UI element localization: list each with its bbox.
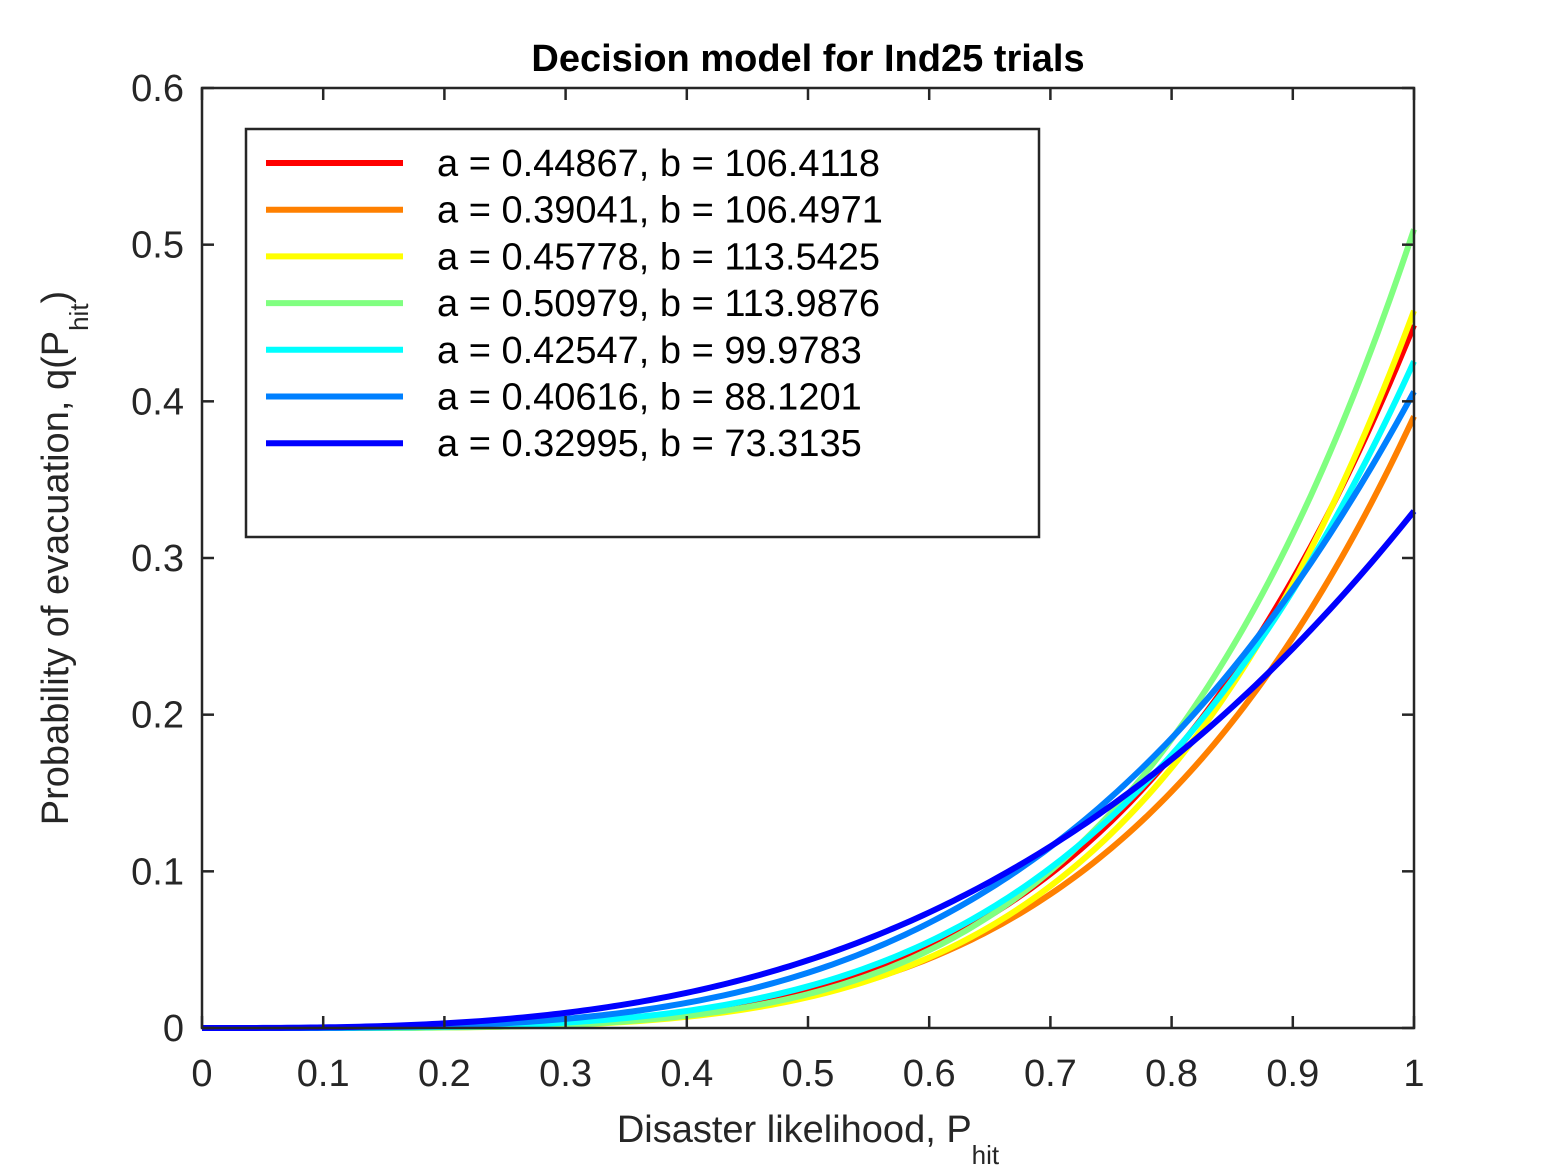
x-tick-label: 1 — [1403, 1053, 1424, 1095]
x-tick-label: 0.3 — [539, 1053, 592, 1095]
x-axis-label-subscript: hit — [972, 1140, 1000, 1170]
legend-label-3: a = 0.45778, b = 113.5425 — [437, 236, 880, 278]
y-axis-label: Probability of evacuation, q(Phit) — [35, 291, 94, 825]
y-axis-label-subscript: hit — [64, 303, 94, 331]
y-tick-label: 0.3 — [131, 538, 184, 580]
x-tick-label: 0.4 — [660, 1053, 713, 1095]
x-tick-label: 0.6 — [903, 1053, 956, 1095]
y-axis-label-main: Probability of evacuation, q(P — [35, 331, 77, 825]
legend-label-7: a = 0.32995, b = 73.3135 — [437, 423, 862, 465]
legend-box — [244, 127, 1041, 539]
chart-title: Decision model for Ind25 trials — [531, 38, 1084, 80]
x-tick-label: 0.2 — [418, 1053, 471, 1095]
series-line-7 — [202, 509, 1417, 1031]
legend-items: a = 0.44867, b = 106.4118 a = 0.39041, b … — [266, 143, 883, 465]
x-tick-label: 0 — [191, 1053, 212, 1095]
legend-label-5: a = 0.42547, b = 99.9783 — [437, 330, 862, 372]
y-tick-label: 0.6 — [131, 68, 184, 110]
x-axis-label-main: Disaster likelihood, P — [617, 1109, 972, 1151]
x-tick-label: 0.9 — [1266, 1053, 1319, 1095]
x-axis-label: Disaster likelihood, Phit — [617, 1109, 1000, 1170]
x-tick-label: 0.1 — [297, 1053, 350, 1095]
x-axis-ticks: 0 0.1 0.2 0.3 0.4 0.5 0.6 0.7 0.8 0.9 1 — [191, 88, 1425, 1095]
legend-label-6: a = 0.40616, b = 88.1201 — [437, 377, 862, 419]
y-tick-label: 0.5 — [131, 225, 184, 267]
x-tick-label: 0.8 — [1145, 1053, 1198, 1095]
y-tick-label: 0.1 — [131, 851, 184, 893]
legend: a = 0.44867, b = 106.4118 a = 0.39041, b … — [244, 127, 1041, 539]
x-tick-label: 0.7 — [1024, 1053, 1077, 1095]
x-tick-label: 0.5 — [782, 1053, 835, 1095]
y-tick-label: 0.2 — [131, 695, 184, 737]
legend-label-4: a = 0.50979, b = 113.9876 — [437, 283, 880, 325]
legend-label-1: a = 0.44867, b = 106.4118 — [437, 143, 880, 185]
y-tick-label: 0.4 — [131, 381, 184, 423]
y-axis-ticks: 0 0.1 0.2 0.3 0.4 0.5 0.6 — [131, 68, 1414, 1050]
y-tick-label: 0 — [163, 1008, 184, 1050]
legend-label-2: a = 0.39041, b = 106.4971 — [437, 190, 883, 232]
y-axis-label-suffix: ) — [35, 291, 77, 304]
